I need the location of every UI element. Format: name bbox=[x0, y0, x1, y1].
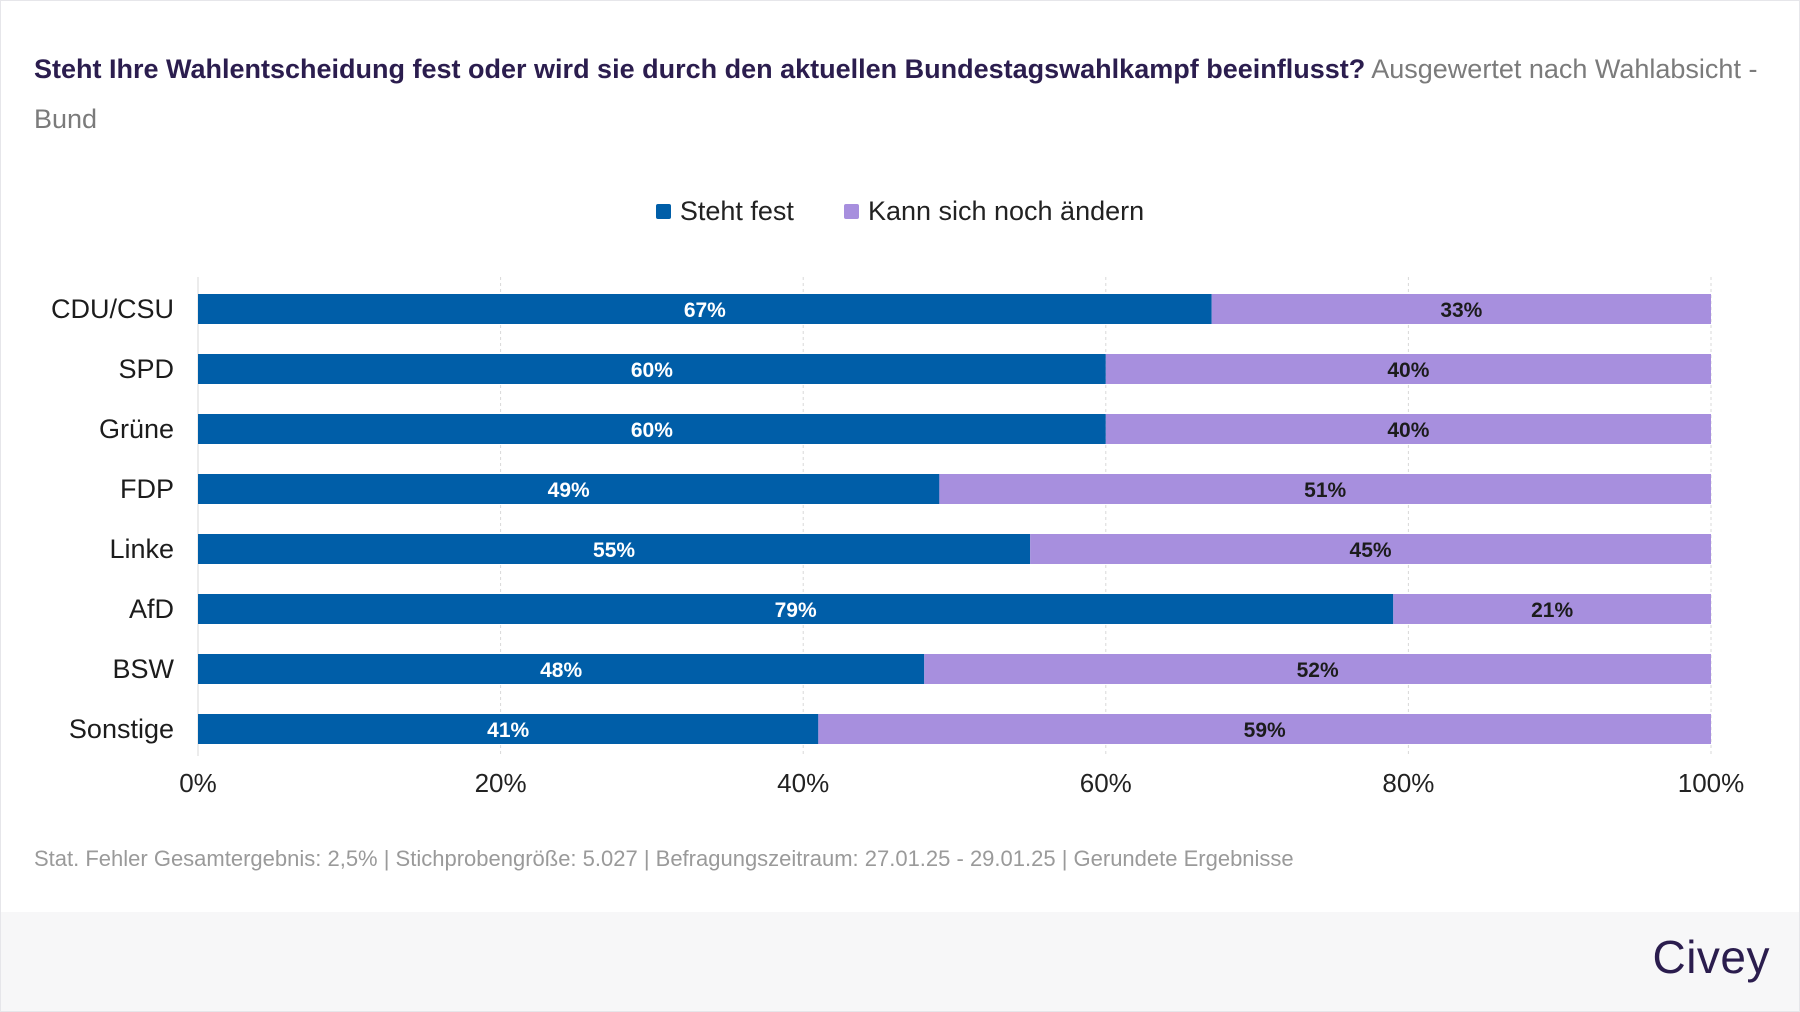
legend-item-steht-fest[interactable]: Steht fest bbox=[655, 196, 794, 227]
bar-linke-series-2 bbox=[1030, 534, 1711, 564]
data-label-bsw-series-1: 48% bbox=[540, 659, 582, 682]
chart-title: Steht Ihre Wahlentscheidung fest oder wi… bbox=[34, 54, 1366, 84]
data-label-linke-series-2: 45% bbox=[1350, 539, 1392, 562]
data-label-afd-series-1: 79% bbox=[775, 599, 817, 622]
category-label-fdp: FDP bbox=[120, 474, 174, 504]
data-label-fdp-series-2: 51% bbox=[1304, 479, 1346, 502]
footnote: Stat. Fehler Gesamtergebnis: 2,5% | Stic… bbox=[34, 846, 1294, 871]
data-label-spd-series-2: 40% bbox=[1387, 359, 1429, 382]
data-label-afd-series-2: 21% bbox=[1531, 599, 1573, 622]
category-label-afd: AfD bbox=[129, 594, 174, 624]
bar-bsw-series-1 bbox=[198, 654, 925, 684]
bar-cdu-csu-series-1 bbox=[198, 294, 1212, 324]
data-label-sonstige-series-1: 41% bbox=[487, 719, 529, 742]
data-label-fdp-series-1: 49% bbox=[548, 479, 590, 502]
data-label-cdu-csu-series-1: 67% bbox=[684, 299, 726, 322]
category-label-bsw: BSW bbox=[112, 654, 174, 684]
bar-sonstige-series-1 bbox=[198, 714, 819, 744]
bar-cdu-csu-series-2 bbox=[1211, 294, 1711, 324]
title-block: Steht Ihre Wahlentscheidung fest oder wi… bbox=[34, 44, 1764, 144]
data-label-sonstige-series-2: 59% bbox=[1244, 719, 1286, 742]
legend-item-kann-sich-aendern[interactable]: Kann sich noch ändern bbox=[843, 196, 1145, 227]
legend-swatch-steht-fest bbox=[655, 204, 671, 219]
data-label-gr-ne-series-1: 60% bbox=[631, 419, 673, 442]
category-label-spd: SPD bbox=[118, 354, 174, 384]
data-label-cdu-csu-series-2: 33% bbox=[1440, 299, 1482, 322]
category-label-sonstige: Sonstige bbox=[69, 714, 174, 744]
x-tick-label-60: 60% bbox=[1080, 768, 1132, 798]
footer-band bbox=[1, 912, 1799, 1011]
x-tick-label-20: 20% bbox=[475, 768, 527, 798]
x-tick-label-100: 100% bbox=[1678, 768, 1745, 798]
bar-afd-series-2 bbox=[1393, 594, 1711, 624]
data-label-linke-series-1: 55% bbox=[593, 539, 635, 562]
legend-label-steht-fest: Steht fest bbox=[679, 196, 794, 226]
category-label-gr-ne: Grüne bbox=[99, 414, 174, 444]
data-label-gr-ne-series-2: 40% bbox=[1387, 419, 1429, 442]
bar-chart: 0% 20% 40% 60% 80% 100% CDU/CSU 67% 33% SPD 60% 40%… bbox=[51, 277, 1745, 798]
legend: Steht fest Kann sich noch ändern bbox=[0, 196, 1800, 227]
x-tick-label-40: 40% bbox=[777, 768, 829, 798]
chart-subtitle: Ausgewertet nach Wahlabsicht - Bund bbox=[34, 54, 1758, 134]
bar-spd-series-1 bbox=[198, 354, 1106, 384]
civey-logo[interactable]: Civey bbox=[1652, 931, 1770, 983]
bar-fdp-series-1 bbox=[198, 474, 940, 504]
category-label-linke: Linke bbox=[109, 534, 174, 564]
data-label-spd-series-1: 60% bbox=[631, 359, 673, 382]
bar-spd-series-2 bbox=[1105, 354, 1711, 384]
bar-gr-ne-series-2 bbox=[1105, 414, 1711, 444]
bar-sonstige-series-2 bbox=[818, 714, 1711, 744]
bar-gr-ne-series-1 bbox=[198, 414, 1106, 444]
bar-bsw-series-2 bbox=[924, 654, 1711, 684]
data-label-bsw-series-2: 52% bbox=[1297, 659, 1339, 682]
bar-linke-series-1 bbox=[198, 534, 1031, 564]
legend-label-kann-sich-aendern: Kann sich noch ändern bbox=[867, 196, 1145, 226]
category-label-cdu-csu: CDU/CSU bbox=[51, 294, 174, 324]
bar-afd-series-1 bbox=[198, 594, 1394, 624]
x-tick-label-80: 80% bbox=[1382, 768, 1434, 798]
legend-swatch-kann-sich-aendern bbox=[843, 204, 859, 219]
bar-fdp-series-2 bbox=[939, 474, 1711, 504]
x-tick-label-0: 0% bbox=[179, 768, 217, 798]
